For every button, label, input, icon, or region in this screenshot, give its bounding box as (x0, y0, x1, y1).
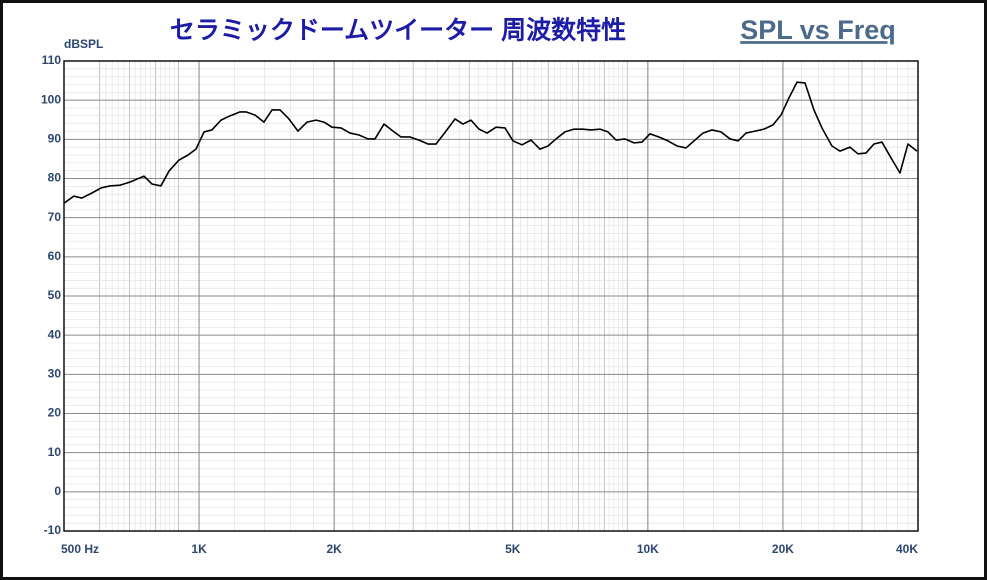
y-axis-label: dBSPL (64, 37, 103, 51)
chart-subtitle: SPL vs Freq (740, 15, 896, 45)
y-tick-label: 80 (48, 171, 62, 185)
plot-border (63, 60, 919, 532)
y-tick-label: 50 (48, 288, 62, 302)
data-line (63, 81, 918, 204)
x-tick-label: 500 Hz (61, 542, 99, 556)
y-tick-label: 100 (41, 92, 61, 106)
x-tick-label: 2K (326, 542, 342, 556)
y-tick-label: 30 (48, 367, 62, 381)
x-tick-label: 20K (772, 542, 794, 556)
plot (63, 81, 918, 204)
y-tick-label: -10 (44, 523, 62, 537)
y-tick-label: 60 (48, 249, 62, 263)
x-tick-label: 5K (505, 542, 521, 556)
x-tick-label: 40K (896, 542, 918, 556)
y-tick-label: 40 (48, 327, 62, 341)
y-tick-label: 110 (42, 53, 62, 67)
x-tick-label: 1K (191, 542, 207, 556)
chart-title: セラミックドームツイーター 周波数特性 (170, 17, 626, 45)
y-tick-label: 20 (48, 406, 62, 420)
y-tick-label: 70 (48, 210, 62, 224)
y-tick-label: 10 (48, 445, 62, 459)
x-tick-label: 10K (637, 542, 659, 556)
y-tick-label: 90 (48, 132, 62, 146)
y-tick-label: 0 (54, 484, 61, 498)
grid (63, 60, 919, 532)
